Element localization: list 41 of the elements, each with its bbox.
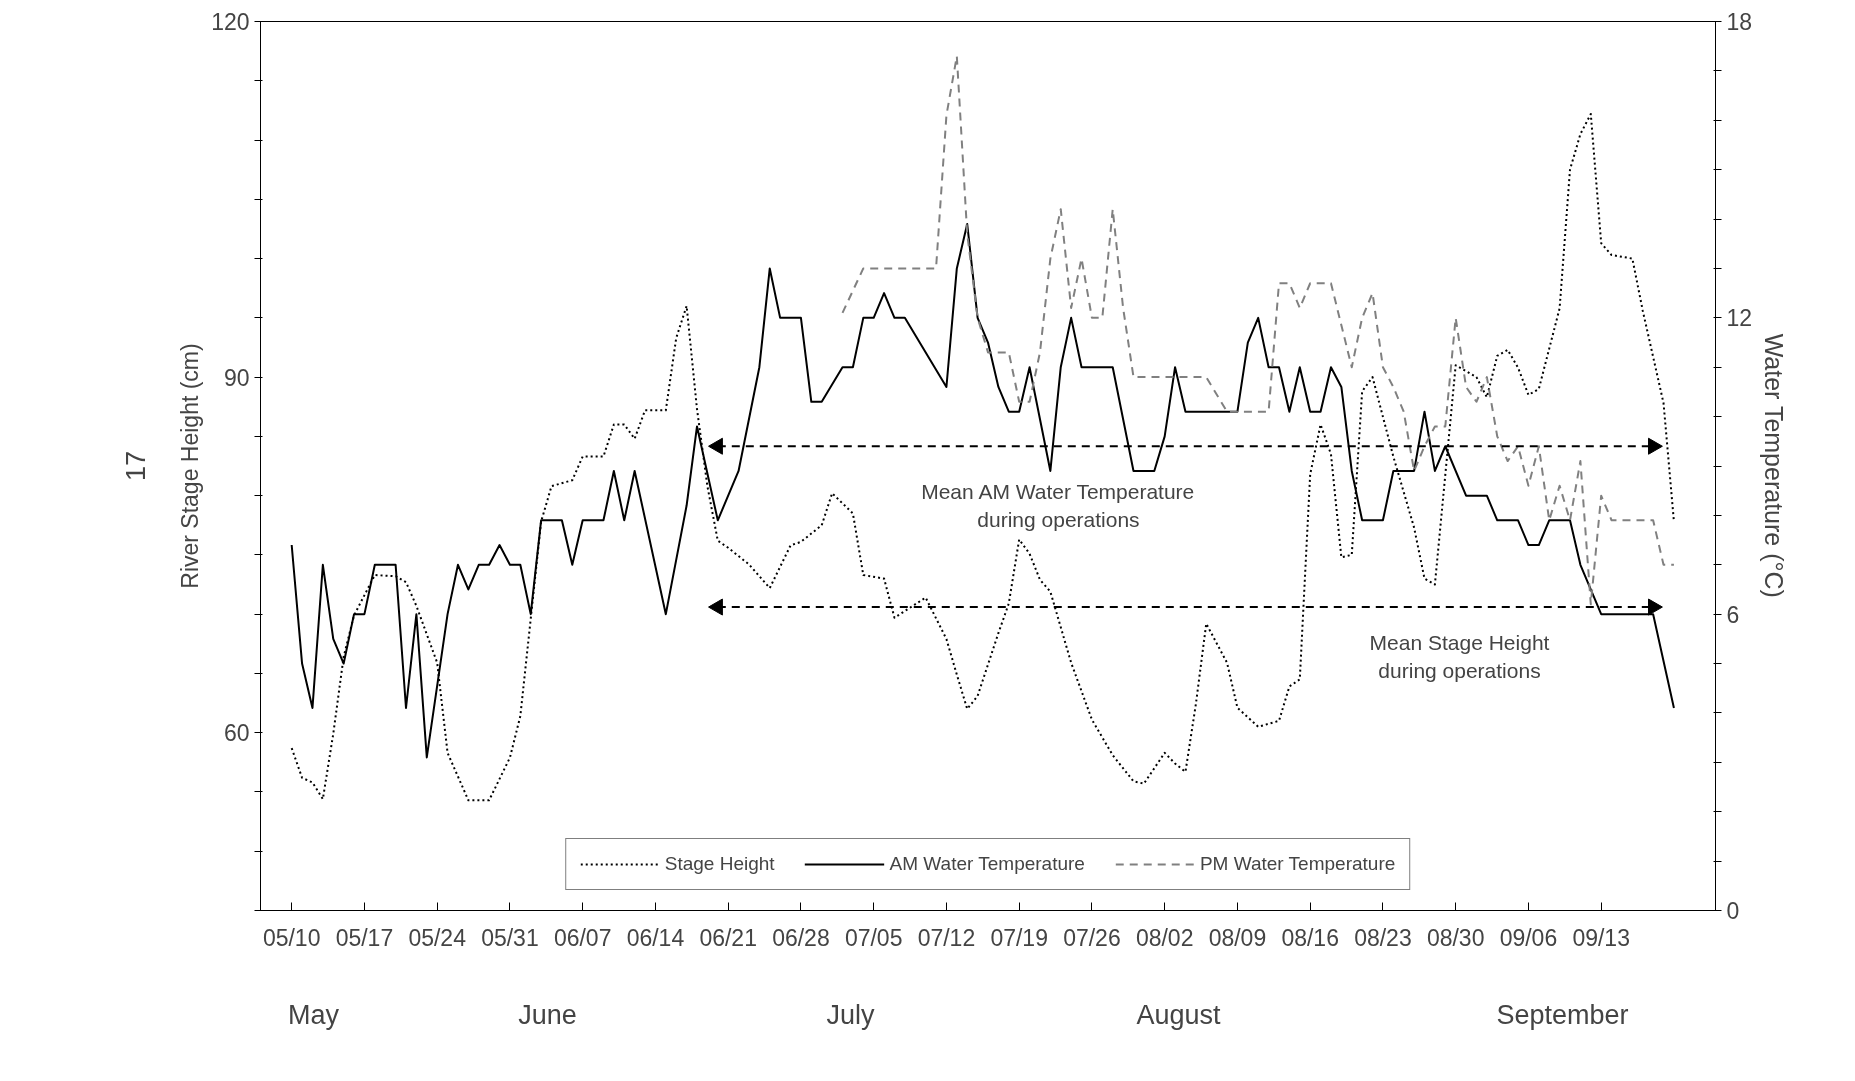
x-tick-label: 07/19 xyxy=(990,924,1048,951)
legend-label: AM Water Temperature xyxy=(889,853,1085,875)
x-tick-label: 05/17 xyxy=(335,924,394,951)
line-series xyxy=(290,112,1675,802)
x-tick-label: 06/28 xyxy=(772,924,830,951)
text: June xyxy=(518,999,577,1030)
x-tick-label: 06/21 xyxy=(699,924,757,951)
x-tick-label: 08/30 xyxy=(1426,924,1485,951)
x-tick-label: 05/31 xyxy=(481,924,539,951)
text: 17 xyxy=(120,450,151,482)
y-tick-label: 60 xyxy=(223,720,250,747)
x-tick-label: 07/05 xyxy=(844,924,903,951)
x-tick-label: 07/12 xyxy=(917,924,976,951)
y2-axis-title: Water Temperature (°C) xyxy=(1760,333,1789,598)
legend-label: Stage Height xyxy=(664,853,775,875)
line-series xyxy=(841,55,1675,606)
y-tick-label: 120 xyxy=(211,9,250,35)
legend-label: PM Water Temperature xyxy=(1199,853,1396,875)
annotation: Mean AM Water Temperature during operations xyxy=(921,480,1195,531)
text: August xyxy=(1136,999,1222,1030)
x-tick-label: 08/02 xyxy=(1135,924,1194,951)
y-axis-title: River Stage Height (cm) xyxy=(177,343,204,589)
x-tick-label: 08/23 xyxy=(1354,924,1412,951)
y2-tick-label: 6 xyxy=(1726,601,1740,628)
x-tick-label: 06/07 xyxy=(553,924,612,951)
y2-tick-label: 18 xyxy=(1726,9,1753,35)
x-tick-label: 09/13 xyxy=(1572,924,1630,951)
x-tick-label: 06/14 xyxy=(626,924,685,951)
text: September xyxy=(1496,999,1629,1030)
y2-tick-label: 12 xyxy=(1726,305,1753,332)
y2-tick-label: 0 xyxy=(1726,898,1740,924)
x-tick-label: 05/24 xyxy=(408,924,467,951)
annotation: Mean Stage Height during operations xyxy=(1369,631,1550,682)
y-tick-label: 90 xyxy=(223,364,250,391)
text: July xyxy=(826,999,876,1030)
x-tick-label: 07/26 xyxy=(1063,924,1121,951)
x-tick-label: 09/06 xyxy=(1499,924,1558,951)
x-tick-label: 08/16 xyxy=(1281,924,1339,951)
x-tick-label: 05/10 xyxy=(262,924,321,951)
text: May xyxy=(288,999,340,1030)
x-tick-label: 08/09 xyxy=(1208,924,1267,951)
